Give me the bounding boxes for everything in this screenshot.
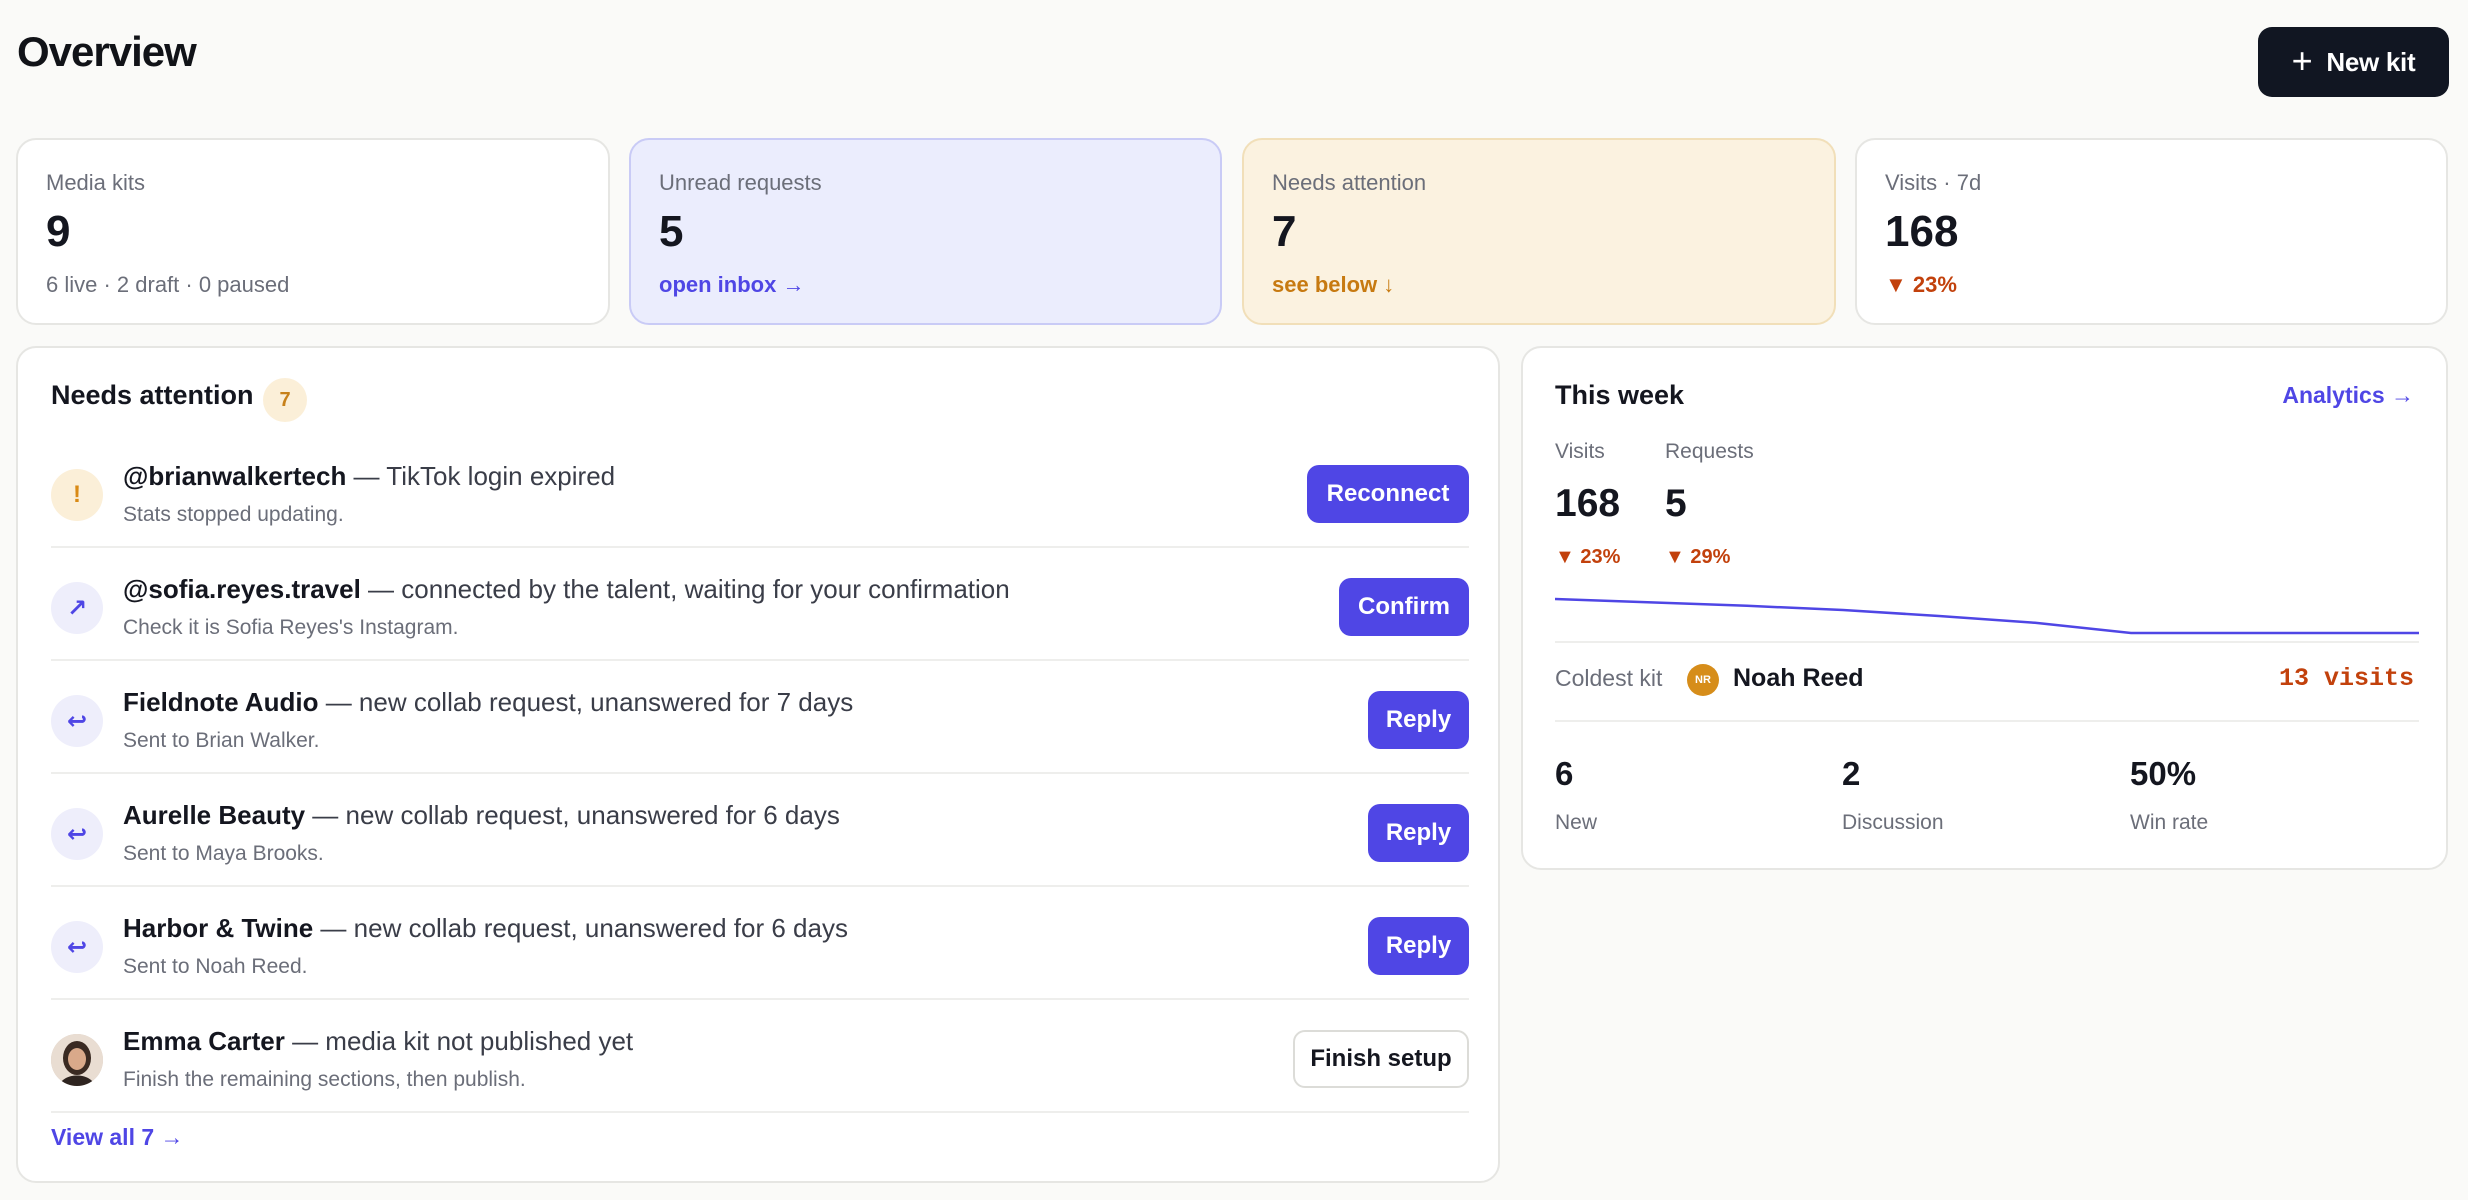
coldest-kit-label: Coldest kit xyxy=(1555,665,1663,691)
metric-win-rate-label: Win rate xyxy=(2130,811,2209,834)
row-subtitle: Sent to Noah Reed. xyxy=(123,955,308,978)
reply-button[interactable]: Reply xyxy=(1368,691,1469,749)
coldest-kit-visits: 13 visits xyxy=(2278,664,2414,693)
visits-delta: ▼ 23% xyxy=(1885,272,1957,297)
row-subtitle: Sent to Maya Brooks. xyxy=(123,842,324,865)
sparkline-path xyxy=(1555,597,2419,635)
metric-new-value: 6 xyxy=(1555,755,1574,792)
divider xyxy=(1555,641,2419,643)
analytics-link[interactable]: Analytics → xyxy=(2282,382,2414,408)
row-title: Aurelle Beauty — new collab request, una… xyxy=(123,800,840,830)
attention-row[interactable]: ! @brianwalkertech — TikTok login expire… xyxy=(51,435,1469,548)
divider xyxy=(1555,720,2419,722)
new-kit-button[interactable]: + New kit xyxy=(2258,27,2449,97)
reply-icon: ↩ xyxy=(51,921,103,973)
finish-setup-button[interactable]: Finish setup xyxy=(1293,1030,1469,1088)
row-title: Fieldnote Audio — new collab request, un… xyxy=(123,687,854,717)
visits-delta: ▼ 23% xyxy=(1555,546,1621,568)
stat-card-unread-requests[interactable]: Unread requests 5 open inbox → xyxy=(629,138,1222,325)
arrow-up-right-icon: ↗ xyxy=(51,582,103,634)
reply-button[interactable]: Reply xyxy=(1368,804,1469,862)
stat-value: 7 xyxy=(1272,207,1297,256)
avatar xyxy=(51,1034,103,1086)
row-subtitle: Finish the remaining sections, then publ… xyxy=(123,1068,526,1091)
confirm-button[interactable]: Confirm xyxy=(1339,578,1469,636)
open-inbox-link[interactable]: open inbox → xyxy=(659,272,805,297)
row-title: @brianwalkertech — TikTok login expired xyxy=(123,461,616,491)
attention-row[interactable]: ↗ @sofia.reyes.travel — connected by the… xyxy=(51,548,1469,661)
metric-win-rate-value: 50% xyxy=(2130,755,2197,792)
stat-label: Media kits xyxy=(46,170,146,195)
page-title: Overview xyxy=(17,28,197,75)
requests-label: Requests xyxy=(1665,440,1754,463)
row-title: @sofia.reyes.travel — connected by the t… xyxy=(123,574,1010,604)
visits-value: 168 xyxy=(1555,482,1621,525)
requests-value: 5 xyxy=(1665,482,1687,525)
attention-row[interactable]: ↩ Aurelle Beauty — new collab request, u… xyxy=(51,774,1469,887)
row-subtitle: Stats stopped updating. xyxy=(123,503,344,526)
attention-row[interactable]: Emma Carter — media kit not published ye… xyxy=(51,1000,1469,1113)
attention-row[interactable]: ↩ Harbor & Twine — new collab request, u… xyxy=(51,887,1469,1000)
stat-sub: 6 live · 2 draft · 0 paused xyxy=(46,272,290,297)
needs-attention-panel: Needs attention 7 ! @brianwalkertech — T… xyxy=(16,346,1500,1183)
attention-row[interactable]: ↩ Fieldnote Audio — new collab request, … xyxy=(51,661,1469,774)
stat-label: Needs attention xyxy=(1272,170,1427,195)
metric-discussion-label: Discussion xyxy=(1842,811,1944,834)
plus-icon: + xyxy=(2291,39,2313,81)
this-week-title: This week xyxy=(1555,380,1685,410)
coldest-kit-name[interactable]: Noah Reed xyxy=(1733,664,1864,692)
reply-icon: ↩ xyxy=(51,695,103,747)
stat-card-needs-attention[interactable]: Needs attention 7 see below ↓ xyxy=(1242,138,1836,325)
row-title: Harbor & Twine — new collab request, una… xyxy=(123,913,848,943)
metric-discussion-value: 2 xyxy=(1842,755,1861,792)
visits-sparkline xyxy=(1555,597,2419,635)
reply-button[interactable]: Reply xyxy=(1368,917,1469,975)
avatar: NR xyxy=(1687,664,1719,696)
stat-value: 168 xyxy=(1885,207,1959,256)
needs-attention-title: Needs attention xyxy=(51,380,254,410)
visits-label: Visits xyxy=(1555,440,1605,463)
stat-card-media-kits[interactable]: Media kits 9 6 live · 2 draft · 0 paused xyxy=(16,138,610,325)
row-subtitle: Check it is Sofia Reyes's Instagram. xyxy=(123,616,459,639)
stat-label: Unread requests xyxy=(659,170,822,195)
count-badge: 7 xyxy=(263,378,307,422)
row-title: Emma Carter — media kit not published ye… xyxy=(123,1026,634,1056)
stat-card-visits[interactable]: Visits · 7d 168 ▼ 23% xyxy=(1855,138,2448,325)
view-all-link[interactable]: View all 7 → xyxy=(51,1124,184,1150)
requests-delta: ▼ 29% xyxy=(1665,546,1731,568)
this-week-panel: This week Analytics → Visits 168 ▼ 23% R… xyxy=(1521,346,2448,870)
alert-icon: ! xyxy=(51,469,103,521)
see-below-link[interactable]: see below ↓ xyxy=(1272,272,1395,297)
new-kit-label: New kit xyxy=(2326,46,2416,77)
stat-value: 5 xyxy=(659,207,684,256)
reply-icon: ↩ xyxy=(51,808,103,860)
row-subtitle: Sent to Brian Walker. xyxy=(123,729,320,752)
stat-label: Visits · 7d xyxy=(1885,170,1982,195)
stat-value: 9 xyxy=(46,207,71,256)
reconnect-button[interactable]: Reconnect xyxy=(1307,465,1469,523)
metric-new-label: New xyxy=(1555,811,1598,834)
